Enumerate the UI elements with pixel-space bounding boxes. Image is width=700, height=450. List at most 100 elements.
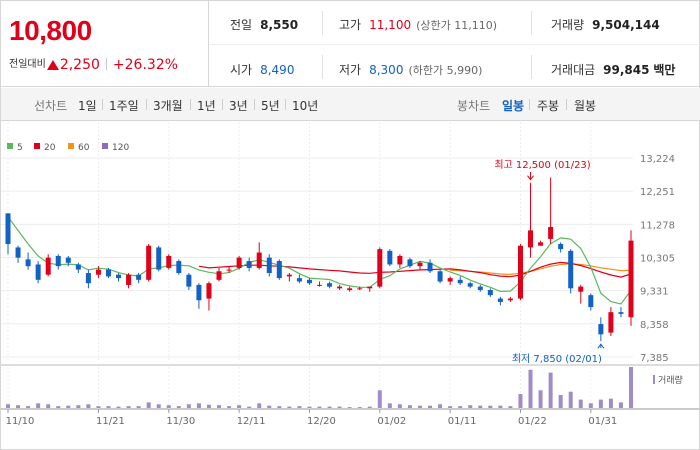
y-tick-label: 11,278 [640,220,675,231]
volume-bar [126,406,131,408]
volume-bar [166,405,171,408]
candle-body [588,295,594,308]
volume-bar [257,403,262,408]
volume-bar [357,407,362,408]
low-stat: 저가 8,300 (하한가 5,990) [339,61,482,78]
change-percent: +26.32% [112,57,179,73]
candle-body [126,274,132,285]
volume-bar [176,406,181,408]
candle-body [286,274,292,277]
candle-body [437,271,443,282]
volume-bar [337,406,342,408]
candle-body [367,286,373,289]
legend-label: 20 [44,143,56,153]
daily-candle-button[interactable]: 일봉 [502,99,525,113]
candle-body [578,286,584,292]
legend-swatch [102,143,108,149]
period-5y-button[interactable]: 5년 [261,99,280,113]
divider [102,99,103,110]
volume-bar [377,390,382,408]
period-1w-button[interactable]: 1주일 [109,99,139,113]
line-chart-label: 선차트 [34,99,68,113]
volume-bar [287,406,292,408]
volume-bar [558,394,563,408]
candle-body [196,284,202,301]
low-value: 8,300 [369,63,404,77]
volume-bar [468,405,473,408]
candle-body [507,298,513,301]
candle-body [35,264,41,280]
period-10y-button[interactable]: 10년 [292,99,319,113]
volume-bar [6,404,10,408]
candle-body [467,283,473,287]
candle-body [156,247,162,270]
y-tick-label: 9,331 [640,287,669,298]
period-3y-button[interactable]: 3년 [229,99,248,113]
volume-label: 거래량 [658,374,683,386]
volume-bar [16,405,21,408]
volume-bar [36,403,41,408]
volume-bar [488,405,493,408]
divider [531,11,532,35]
x-tick-label: 01/22 [518,416,547,427]
candle-body [306,279,312,284]
divider [285,99,286,110]
candle-body [15,247,21,258]
divider [146,99,147,110]
volume-legend-swatch [653,375,655,384]
period-1d-button[interactable]: 1일 [78,99,97,113]
period-3m-button[interactable]: 3개월 [153,99,183,113]
candle-body [85,272,91,284]
volume-bar [608,398,613,408]
legend-label: 60 [78,143,90,153]
candle-body [5,213,11,245]
candle-body [517,245,523,299]
change-label: 전일대비 [9,59,46,70]
volume-bar [186,404,191,408]
volume-bar [618,402,623,408]
volume-bar [508,406,513,408]
volume-bar [237,405,242,408]
legend-swatch [7,143,13,149]
weekly-candle-button[interactable]: 주봉 [537,99,560,113]
high-annotation: 최고 12,500 (01/23) [494,159,590,171]
volume-bar [247,406,252,408]
x-tick-label: 12/20 [307,416,336,427]
open-value: 8,490 [260,63,295,77]
candle-body [246,261,252,268]
x-tick-label: 01/11 [448,416,477,427]
volume-bar [548,372,553,408]
volume-bar [217,405,222,408]
volume-bar [327,406,332,408]
volume-bar [86,404,91,408]
upper-limit: (상한가 11,110) [416,19,498,32]
candle-body [387,250,393,265]
volume-bar [347,407,352,408]
candle-body [276,261,282,279]
amount-unit: 백만 [653,63,676,77]
candlestick-chart: 13,224 12,251 11,278 10,305 9,331 8,358 7,385 1… [1,122,699,427]
candle-body [407,259,413,267]
candle-body [216,271,222,280]
divider [222,99,223,110]
low-arrow-head-icon [597,343,605,349]
volume-bar [417,405,422,408]
divider [529,99,530,110]
y-tick-label: 8,358 [640,320,669,331]
volume-bar [448,406,453,408]
divider [210,44,700,45]
y-tick-label: 10,305 [640,254,675,265]
divider [322,11,323,35]
candle-body [417,262,423,267]
candle-body [136,274,142,280]
volume-bar [588,403,593,408]
period-1y-button[interactable]: 1년 [197,99,216,113]
volume-bar [387,403,392,408]
candle-body [568,250,574,289]
volume-label: 거래량 [551,18,585,32]
up-arrow-icon [46,60,59,70]
monthly-candle-button[interactable]: 월봉 [574,99,597,113]
x-tick-label: 12/11 [237,416,266,427]
candle-chart-label: 봉차트 [457,99,491,113]
candle-body [397,255,403,265]
